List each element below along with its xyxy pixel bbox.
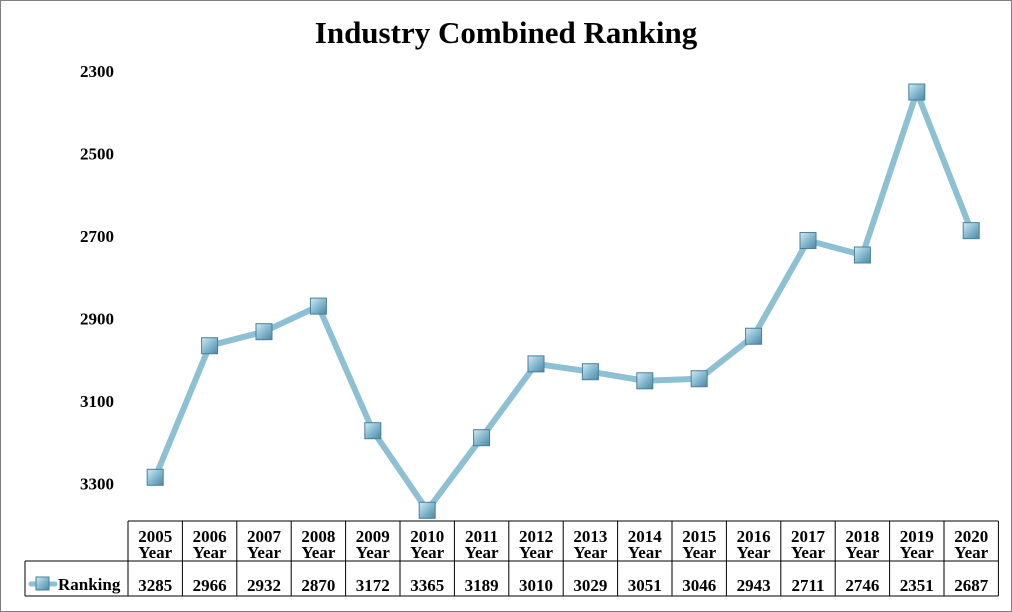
y-tick-label: 3100 <box>80 392 114 411</box>
value-label: 2687 <box>954 576 989 595</box>
category-year-label: 2011 <box>465 527 498 546</box>
value-label: 2711 <box>791 576 824 595</box>
chart-title: Industry Combined Ranking <box>315 15 698 50</box>
value-label: 3010 <box>519 576 553 595</box>
data-point-marker <box>636 372 654 390</box>
category-year-label: 2019 <box>900 527 934 546</box>
category-unit-label: Year <box>682 543 716 562</box>
value-label: 2746 <box>845 576 879 595</box>
category-year-label: 2006 <box>193 527 227 546</box>
category-unit-label: Year <box>845 543 879 562</box>
category-unit-label: Year <box>900 543 934 562</box>
category-unit-label: Year <box>573 543 607 562</box>
data-point-marker <box>418 501 436 519</box>
value-label: 2870 <box>301 576 335 595</box>
data-point-marker <box>255 323 273 341</box>
category-year-label: 2007 <box>247 527 282 546</box>
value-label: 3046 <box>682 576 716 595</box>
value-label: 2966 <box>193 576 227 595</box>
value-label: 3029 <box>573 576 607 595</box>
value-label: 2943 <box>737 576 771 595</box>
category-unit-label: Year <box>628 543 662 562</box>
category-unit-label: Year <box>410 543 444 562</box>
category-unit-label: Year <box>791 543 825 562</box>
data-point-marker <box>799 232 817 250</box>
data-point-marker <box>364 422 382 440</box>
category-year-label: 2010 <box>410 527 444 546</box>
data-point-marker <box>309 297 327 315</box>
category-year-label: 2008 <box>301 527 335 546</box>
y-tick-label: 3300 <box>80 475 114 494</box>
data-point-marker <box>201 337 219 355</box>
legend-marker-key <box>35 576 50 591</box>
category-year-label: 2015 <box>682 527 716 546</box>
category-year-label: 2020 <box>954 527 988 546</box>
y-tick-label: 2500 <box>80 145 114 164</box>
legend-series-name: Ranking <box>58 575 121 594</box>
category-unit-label: Year <box>193 543 227 562</box>
data-point-marker <box>527 355 545 373</box>
category-year-label: 2016 <box>737 527 771 546</box>
y-tick-label: 2300 <box>80 62 114 81</box>
y-tick-label: 2700 <box>80 227 114 246</box>
category-year-label: 2009 <box>356 527 390 546</box>
category-unit-label: Year <box>954 543 988 562</box>
category-unit-label: Year <box>247 543 281 562</box>
value-label: 3189 <box>465 576 499 595</box>
category-unit-label: Year <box>737 543 771 562</box>
category-year-label: 2005 <box>138 527 172 546</box>
category-year-label: 2017 <box>791 527 826 546</box>
category-year-label: 2014 <box>628 527 663 546</box>
y-tick-label: 2900 <box>80 310 114 329</box>
category-unit-label: Year <box>138 543 172 562</box>
series-line-group <box>152 89 975 514</box>
data-table: 2005Year2006Year2007Year2008Year2009Year… <box>24 520 999 597</box>
category-year-label: 2018 <box>845 527 879 546</box>
data-point-marker <box>146 468 164 486</box>
data-markers <box>146 83 980 519</box>
category-year-label: 2013 <box>573 527 607 546</box>
category-year-label: 2012 <box>519 527 553 546</box>
data-point-marker <box>473 429 491 447</box>
value-label: 2351 <box>900 576 934 595</box>
data-point-marker <box>853 246 871 264</box>
category-unit-label: Year <box>356 543 390 562</box>
y-axis-tick-labels: 2300 2500 2700 2900 3100 3300 <box>80 62 114 494</box>
data-point-marker <box>908 83 926 101</box>
value-label: 2932 <box>247 576 281 595</box>
series-line-ranking <box>152 89 975 514</box>
category-unit-label: Year <box>465 543 499 562</box>
value-label: 3172 <box>356 576 390 595</box>
value-label: 3285 <box>138 576 172 595</box>
data-point-marker <box>581 363 599 381</box>
category-unit-label: Year <box>301 543 335 562</box>
data-point-marker <box>962 222 980 240</box>
data-point-marker <box>745 327 763 345</box>
category-unit-label: Year <box>519 543 553 562</box>
value-label: 3365 <box>410 576 444 595</box>
value-label: 3051 <box>628 576 662 595</box>
data-point-marker <box>690 370 708 388</box>
